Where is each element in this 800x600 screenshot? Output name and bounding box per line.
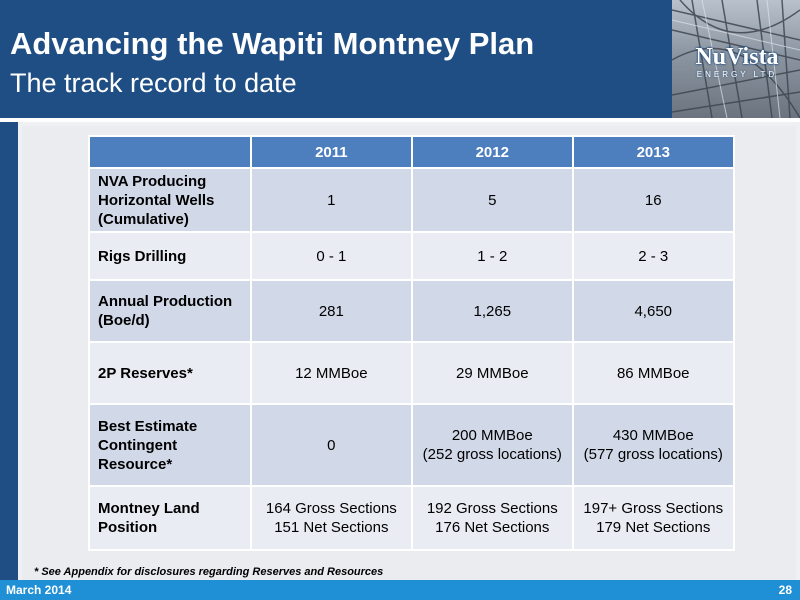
table-cell: 164 Gross Sections 151 Net Sections [249,485,414,551]
left-accent-bar [0,122,18,580]
slide-header: Advancing the Wapiti Montney Plan The tr… [0,0,672,118]
table-cell: 4,650 [571,279,735,343]
table-cell: 192 Gross Sections 176 Net Sections [411,485,574,551]
header-photo: NuVista ENERGY LTD [672,0,800,118]
row-label: 2P Reserves* [88,341,252,405]
row-label: Best Estimate Contingent Resource* [88,403,252,487]
table-row: Best Estimate Contingent Resource* 0 200 M… [88,403,735,487]
table-cell: 1 [249,167,414,233]
rig-structure-image [672,0,800,118]
table-header-row: 2011 2012 2013 [88,135,735,169]
reserves-footnote: * See Appendix for disclosures regarding… [34,566,384,578]
table-row: Montney Land Position 164 Gross Sections 1… [88,485,735,551]
table-cell: 5 [411,167,574,233]
table-cell: 430 MMBoe (577 gross locations) [571,403,735,487]
header-cell-2011: 2011 [249,135,414,169]
nuvista-logo: NuVista ENERGY LTD [682,44,792,84]
row-label: Montney Land Position [88,485,252,551]
table-cell: 12 MMBoe [249,341,414,405]
table-row: NVA Producing Horizontal Wells (Cumulative… [88,167,735,233]
table-row: 2P Reserves* 12 MMBoe 29 MMBoe 86 MMBoe [88,341,735,405]
row-label: NVA Producing Horizontal Wells (Cumulative… [88,167,252,233]
table-cell: 86 MMBoe [571,341,735,405]
header-cell-corner [88,135,252,169]
table-cell: 200 MMBoe (252 gross locations) [411,403,574,487]
table-row: Rigs Drilling 0 - 1 1 - 2 2 - 3 [88,231,735,281]
table-cell: 2 - 3 [571,231,735,281]
footer-date: March 2014 [6,583,72,597]
track-record-table: 2011 2012 2013 NVA Producing Horizontal W… [88,135,735,551]
table-cell: 0 [249,403,414,487]
table-cell: 197+ Gross Sections 179 Net Sections [571,485,735,551]
table-cell: 16 [571,167,735,233]
table-cell: 281 [249,279,414,343]
header-divider [0,118,800,122]
table-cell: 1 - 2 [411,231,574,281]
header-cell-2012: 2012 [411,135,574,169]
slide-subtitle: The track record to date [10,68,297,98]
table-cell: 0 - 1 [249,231,414,281]
slide-footer: March 2014 28 [0,580,800,600]
table-cell: 1,265 [411,279,574,343]
slide-title: Advancing the Wapiti Montney Plan [10,26,535,61]
table-cell: 29 MMBoe [411,341,574,405]
logo-tagline: ENERGY LTD [696,70,778,79]
row-label: Rigs Drilling [88,231,252,281]
row-label: Annual Production (Boe/d) [88,279,252,343]
page-number: 28 [778,583,792,597]
table-row: Annual Production (Boe/d) 281 1,265 4,650 [88,279,735,343]
header-cell-2013: 2013 [571,135,735,169]
logo-name: NuVista [695,44,779,70]
